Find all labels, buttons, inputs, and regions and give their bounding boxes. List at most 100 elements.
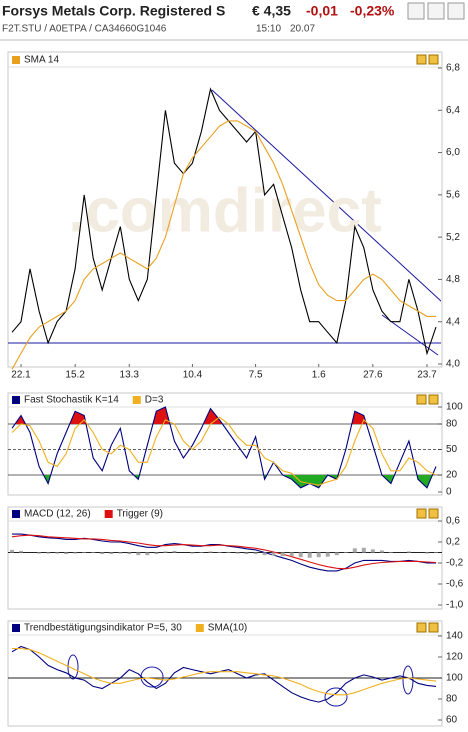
legend-label: Fast Stochastik K=14 — [24, 395, 119, 406]
icon-button[interactable] — [407, 2, 425, 20]
date: 20.07 — [290, 24, 315, 35]
bar — [298, 552, 303, 558]
panel-button[interactable] — [428, 622, 439, 633]
bar — [271, 552, 276, 556]
x-tick-label: 7.5 — [249, 370, 263, 381]
ellipse — [324, 687, 348, 707]
panel-button[interactable] — [428, 394, 439, 405]
change: -0,01 — [306, 3, 338, 19]
legend-swatch — [195, 624, 204, 632]
panel-button[interactable] — [428, 54, 439, 65]
change-pct: -0,23% — [350, 3, 395, 19]
toolbar — [407, 2, 465, 20]
bar — [217, 551, 222, 553]
bar — [37, 552, 42, 554]
bar — [325, 552, 330, 557]
x-tick-label: 22.1 — [11, 370, 31, 381]
legend-label: SMA 14 — [24, 55, 59, 66]
series-line — [11, 87, 437, 356]
y-tick-label: 5,6 — [446, 189, 460, 200]
y-tick-label: -1,0 — [446, 600, 464, 611]
bar — [370, 549, 375, 553]
panel-frames — [7, 51, 443, 727]
bar — [289, 552, 294, 557]
x-tick-label: 15.2 — [65, 370, 85, 381]
y-tick-label: 140 — [446, 631, 463, 642]
bar — [82, 551, 87, 553]
bar — [235, 552, 240, 554]
bar — [307, 552, 312, 558]
bar — [352, 548, 357, 553]
legend-swatch — [132, 396, 141, 404]
bar — [109, 552, 114, 555]
bar — [208, 551, 213, 553]
y-tick-label: 4,8 — [446, 274, 460, 285]
x-tick-label: 23.7 — [417, 370, 437, 381]
y-tick-label: 4,0 — [446, 359, 460, 370]
bar — [163, 551, 168, 553]
price: € 4,35 — [252, 3, 291, 19]
bar — [136, 552, 141, 556]
ids: F2T.STU / A0ETPA / CA34660G1046 — [2, 24, 167, 35]
panel-button[interactable] — [416, 394, 427, 405]
panel-frame — [7, 620, 443, 727]
bar — [253, 552, 258, 555]
title: Forsys Metals Corp. Registered S — [2, 3, 225, 19]
panel-button[interactable] — [416, 54, 427, 65]
bar — [172, 550, 177, 553]
x-tick-label: 27.6 — [363, 370, 383, 381]
bar — [10, 549, 14, 553]
icon-button[interactable] — [447, 2, 465, 20]
legend-label: D=3 — [145, 395, 164, 406]
panel-button[interactable] — [416, 622, 427, 633]
bar — [424, 552, 429, 554]
panel-frame — [7, 506, 443, 610]
y-tick-label: -0,6 — [446, 579, 464, 590]
bar — [154, 552, 159, 555]
bar — [379, 550, 384, 553]
trend-line — [211, 89, 441, 302]
legend-label: MACD (12, 26) — [24, 509, 91, 520]
y-tick-label: 0,2 — [446, 537, 460, 548]
legend-swatch — [12, 396, 20, 404]
x-tick-label: 13.3 — [120, 370, 140, 381]
y-tick-label: 0,6 — [446, 516, 460, 527]
icon-button[interactable] — [427, 2, 445, 20]
bar — [244, 552, 249, 555]
bar — [262, 552, 267, 556]
y-tick-label: 100 — [446, 402, 463, 413]
bar — [19, 550, 24, 553]
series-line — [11, 645, 437, 703]
bar — [361, 547, 366, 553]
y-tick-label: 50 — [446, 444, 458, 455]
legend-swatch — [104, 510, 113, 518]
bar — [91, 552, 96, 554]
bar — [100, 552, 105, 555]
series-line — [12, 648, 437, 696]
bar — [280, 552, 285, 557]
y-tick-label: 0 — [446, 487, 452, 498]
legend-label: SMA(10) — [208, 623, 247, 634]
bar — [145, 552, 150, 556]
panel-button[interactable] — [416, 508, 427, 519]
series-line — [11, 120, 436, 370]
y-tick-label: -0,2 — [446, 558, 464, 569]
panel-button[interactable] — [428, 508, 439, 519]
legend-label: Trendbestätigungsindikator P=5, 30 — [24, 623, 182, 634]
y-tick-label: 80 — [446, 419, 458, 430]
series-line — [11, 534, 437, 570]
bar — [55, 552, 60, 554]
panel-frame — [7, 392, 443, 496]
x-tick-label: 1.6 — [312, 370, 326, 381]
time: 15:10 — [256, 24, 281, 35]
bar — [127, 552, 132, 555]
y-tick-label: 6,8 — [446, 63, 460, 74]
bar — [226, 552, 231, 554]
y-tick-label: 4,4 — [446, 316, 460, 327]
watermark: .comdirect — [68, 176, 382, 245]
bar — [316, 552, 321, 558]
y-tick-label: 60 — [446, 715, 458, 726]
bar — [46, 552, 51, 554]
ellipse — [67, 654, 79, 680]
